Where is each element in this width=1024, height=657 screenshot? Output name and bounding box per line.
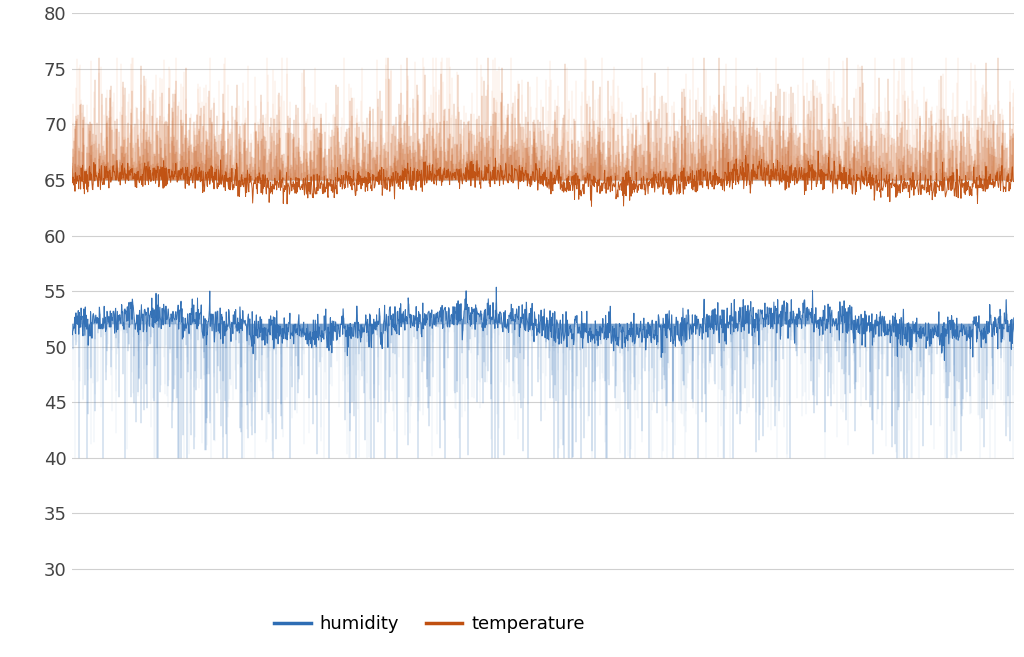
Legend: humidity, temperature: humidity, temperature bbox=[267, 608, 592, 640]
